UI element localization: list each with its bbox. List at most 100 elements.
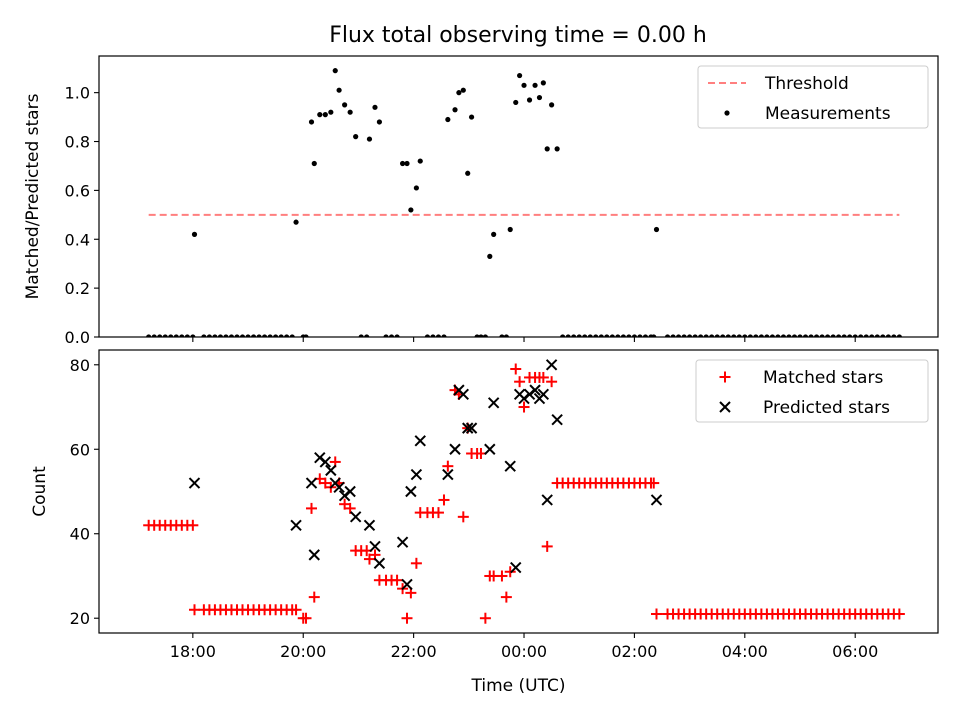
top-point-0-27 <box>293 219 299 225</box>
top-point-0-60 <box>460 87 466 93</box>
bottom-point-1-26 <box>484 443 496 455</box>
top-point-0-93 <box>626 334 632 337</box>
bottom-point-0-142 <box>893 608 905 620</box>
bottom-xtick-label-4: 02:00 <box>611 642 657 661</box>
bottom-point-1-2 <box>305 477 318 489</box>
bottom-point-0-8 <box>187 519 199 531</box>
top-point-0-56 <box>441 334 447 337</box>
top-point-0-65 <box>482 334 488 337</box>
top-point-0-0 <box>146 334 152 337</box>
top-point-0-113 <box>736 334 742 337</box>
top-point-0-79 <box>549 102 555 108</box>
bottom-point-0-38 <box>344 502 356 514</box>
bottom-ytick-label-3: 80 <box>70 356 90 375</box>
top-point-0-103 <box>681 334 687 337</box>
top-point-0-130 <box>830 334 836 337</box>
bottom-legend: Matched stars Predicted stars <box>695 359 929 423</box>
bottom-point-1-15-b <box>396 536 409 548</box>
top-ytick-label-3: 0.6 <box>65 181 90 200</box>
bottom-point-0-77 <box>537 371 549 383</box>
bottom-point-1-14 <box>373 557 386 570</box>
top-point-0-87 <box>593 334 599 337</box>
bottom-plot-counts: 20 40 60 80 18:00 20:00 22:00 00:00 02:00 04:00 06… <box>30 349 939 696</box>
bottom-point-1-6-b <box>325 464 337 477</box>
top-legend: Threshold Measurements <box>697 65 929 129</box>
top-point-0-17 <box>239 334 246 337</box>
top-point-0-136 <box>863 334 869 337</box>
top-legend-label-0: Threshold <box>764 74 849 94</box>
bottom-point-1-11 <box>349 511 362 523</box>
top-point-0-10 <box>201 334 207 337</box>
top-point-0-140 <box>885 334 891 337</box>
top-point-0-33 <box>322 112 328 118</box>
bottom-point-1-38-b <box>551 413 563 426</box>
top-point-0-132 <box>841 334 847 337</box>
top-plot-ratio: 0.0 0.2 0.4 0.6 0.8 1.0 Matched/Predicted star… <box>23 55 939 347</box>
top-point-0-118 <box>764 334 770 337</box>
top-point-0-62 <box>468 114 475 120</box>
bottom-point-1-37-b <box>545 359 558 371</box>
top-point-0-80 <box>554 146 560 152</box>
top-point-0-55 <box>435 334 442 337</box>
bottom-point-1-10-b <box>344 485 356 498</box>
top-point-0-106 <box>698 334 704 337</box>
bottom-point-0-30 <box>306 502 318 514</box>
top-point-0-40 <box>358 334 364 337</box>
bottom-point-1-13-b <box>369 540 381 553</box>
bottom-point-1-1 <box>290 519 302 531</box>
bottom-point-1-23-b <box>457 388 470 401</box>
bottom-legend-marker-0 <box>719 371 731 383</box>
bottom-point-1-35-b <box>537 388 550 401</box>
bottom-point-1-14-b <box>373 557 386 570</box>
top-point-0-98 <box>651 334 657 337</box>
bottom-point-0-79 <box>546 376 558 388</box>
bottom-ytick-label-2: 60 <box>70 440 90 459</box>
top-point-0-107 <box>703 334 709 337</box>
top-point-0-46 <box>388 334 395 337</box>
top-point-0-7 <box>184 334 190 337</box>
top-point-0-100 <box>664 334 671 337</box>
top-point-0-61 <box>465 170 471 176</box>
top-point-0-48 <box>399 160 406 167</box>
bottom-point-0-47 <box>391 574 403 586</box>
top-point-0-26 <box>289 334 295 337</box>
bottom-xtick-label-2: 22:00 <box>391 642 437 661</box>
top-point-0-35 <box>332 68 338 74</box>
bottom-point-0-78 <box>541 540 553 552</box>
top-point-0-45 <box>383 334 389 337</box>
top-point-0-123 <box>791 334 798 337</box>
bottom-point-1-20 <box>442 468 454 481</box>
top-point-0-117 <box>758 334 764 337</box>
top-point-0-76 <box>536 94 543 101</box>
top-point-0-50 <box>408 207 414 213</box>
bottom-point-1-3-b <box>308 549 320 561</box>
top-ytick-label-4: 0.8 <box>65 133 90 152</box>
top-point-0-104 <box>687 334 693 337</box>
top-point-0-78 <box>544 146 550 152</box>
bottom-point-1-5 <box>319 456 332 468</box>
bottom-point-1-33-b <box>529 384 541 396</box>
top-point-0-64 <box>478 334 484 337</box>
bottom-point-0-42 <box>363 553 375 565</box>
top-point-0-141 <box>891 334 897 337</box>
top-point-0-49 <box>404 160 410 167</box>
figure-title: Flux total observing time = 0.00 h <box>329 23 707 48</box>
bottom-legend-marker-1 <box>719 401 731 413</box>
top-point-0-18 <box>245 334 251 337</box>
bottom-point-1-6 <box>325 464 337 477</box>
top-point-0-53 <box>424 334 431 337</box>
bottom-point-1-16-b <box>401 578 413 591</box>
top-point-0-68 <box>499 334 505 337</box>
bottom-point-1-33 <box>529 384 541 396</box>
top-point-0-94 <box>631 334 638 337</box>
top-point-0-16 <box>234 334 240 337</box>
top-point-0-15 <box>228 334 235 337</box>
top-point-0-137 <box>869 334 875 337</box>
top-point-0-2 <box>157 334 163 337</box>
top-point-0-36 <box>336 87 342 93</box>
top-point-0-19 <box>250 334 257 337</box>
bottom-point-1-19 <box>414 435 426 447</box>
bottom-point-1-39-b <box>650 494 663 506</box>
top-ytick-label-1: 0.2 <box>65 279 90 298</box>
bottom-point-1-27 <box>487 397 500 409</box>
